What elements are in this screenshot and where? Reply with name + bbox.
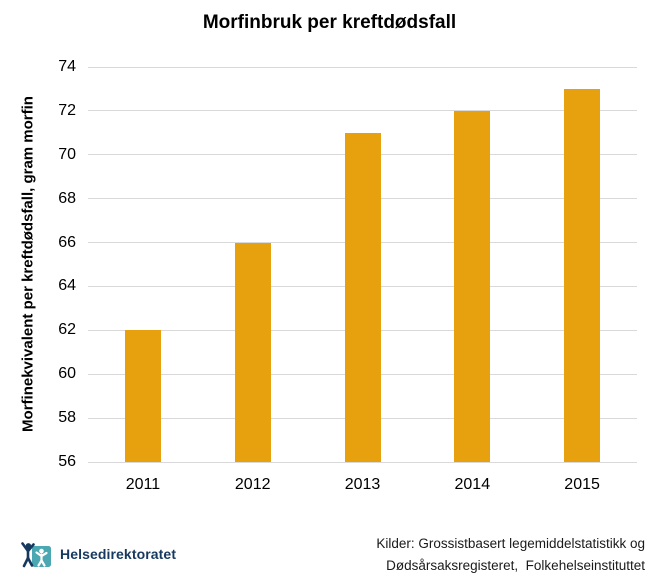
y-tick-label-70: 70 — [58, 145, 76, 163]
y-tick-label-64: 64 — [58, 277, 76, 295]
gridline-56 — [88, 461, 637, 463]
source-line-1: Kilder: Grossistbasert legemiddelstatist… — [376, 536, 645, 551]
gridline-74 — [88, 66, 637, 68]
source-line-2: Dødsårsaksregisteret, Folkehelseinstitut… — [386, 558, 645, 573]
bar-2011 — [124, 330, 161, 462]
y-tick-label-62: 62 — [58, 321, 76, 339]
bar-2015 — [564, 88, 601, 462]
helsedirektoratet-logo: Helsedirektoratet — [20, 539, 176, 569]
y-tick-label-58: 58 — [58, 409, 76, 427]
x-tick-label-2015: 2015 — [564, 476, 600, 493]
y-tick-label-60: 60 — [58, 365, 76, 383]
logo-text: Helsedirektoratet — [60, 546, 177, 562]
y-tick-label-56: 56 — [58, 453, 76, 470]
gridline-72 — [88, 110, 637, 112]
y-tick-label-74: 74 — [58, 58, 76, 75]
bar-2012 — [234, 242, 271, 462]
x-tick-label-2012: 2012 — [234, 476, 271, 493]
bar-2013 — [344, 132, 381, 462]
x-tick-label-2011: 2011 — [125, 476, 161, 493]
y-tick-label-68: 68 — [58, 189, 76, 207]
bar-2014 — [454, 110, 491, 462]
y-tick-label-66: 66 — [58, 233, 76, 251]
chart-title: Morfinbruk per kreftdødsfall — [202, 12, 457, 33]
source-text: Kilder: Grossistbasert legemiddelstatist… — [376, 533, 645, 577]
x-tick-label-2013: 2013 — [344, 476, 381, 493]
logo-mark-icon — [21, 542, 51, 568]
x-tick-label-2014: 2014 — [454, 476, 491, 493]
y-tick-label-72: 72 — [58, 101, 76, 119]
